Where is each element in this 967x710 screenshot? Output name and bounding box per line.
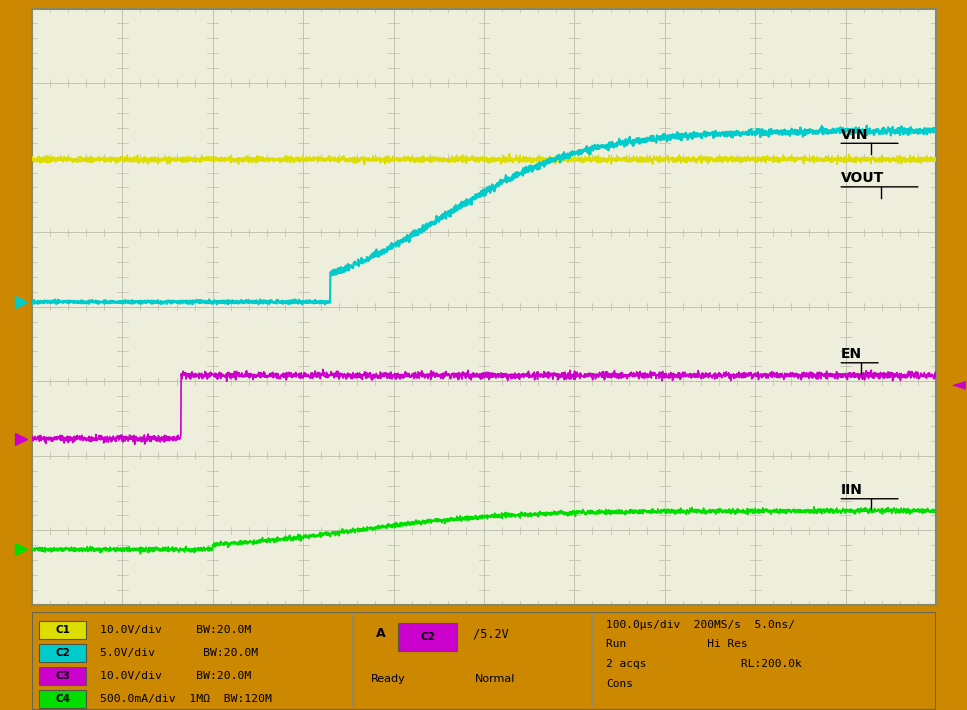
Text: C2: C2 — [55, 648, 70, 657]
Bar — [39, 667, 86, 685]
Text: C2: C2 — [421, 631, 435, 642]
Text: 10.0V/div     BW:20.0M: 10.0V/div BW:20.0M — [100, 671, 251, 681]
Text: C1: C1 — [55, 625, 70, 635]
Bar — [398, 623, 456, 651]
Text: C3: C3 — [55, 671, 70, 681]
Text: IIN: IIN — [841, 484, 863, 498]
Text: 5.0V/div       BW:20.0M: 5.0V/div BW:20.0M — [100, 648, 258, 657]
Text: VIN: VIN — [841, 128, 868, 142]
Text: C4: C4 — [55, 694, 71, 704]
Text: A: A — [375, 627, 385, 640]
Text: 100.0μs/div  200MS/s  5.0ns/: 100.0μs/div 200MS/s 5.0ns/ — [606, 620, 795, 630]
Text: EN: EN — [841, 347, 863, 361]
Text: 500.0mA/div  1MΩ  BW:120M: 500.0mA/div 1MΩ BW:120M — [100, 694, 272, 704]
Bar — [39, 690, 86, 708]
Text: /5.2V: /5.2V — [466, 627, 509, 640]
Text: 2 acqs              RL:200.0k: 2 acqs RL:200.0k — [606, 659, 802, 669]
Bar — [39, 644, 86, 662]
Text: Ready: Ready — [371, 674, 406, 684]
Text: Run            Hi Res: Run Hi Res — [606, 639, 747, 650]
Text: 10.0V/div     BW:20.0M: 10.0V/div BW:20.0M — [100, 625, 251, 635]
Text: ▼: ▼ — [478, 0, 490, 1]
Text: Cons: Cons — [606, 679, 633, 689]
Text: ◄: ◄ — [952, 376, 966, 393]
Text: VOUT: VOUT — [841, 172, 885, 185]
Bar — [39, 621, 86, 639]
Text: Normal: Normal — [475, 674, 515, 684]
